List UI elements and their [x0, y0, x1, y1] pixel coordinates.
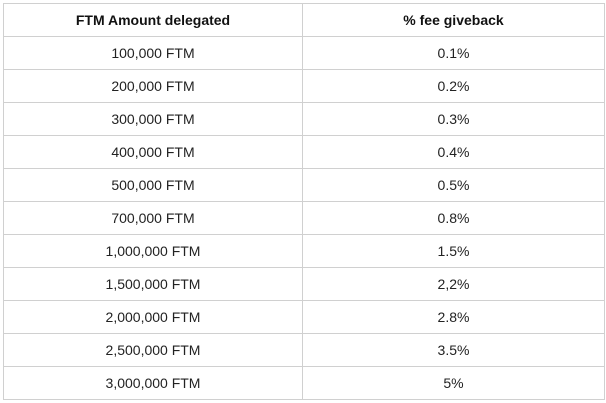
table-row: 300,000 FTM 0.3%	[3, 102, 605, 136]
fee-cell: 5%	[302, 366, 605, 400]
amount-cell: 400,000 FTM	[3, 135, 303, 169]
header-ftm-amount: FTM Amount delegated	[3, 3, 303, 37]
fee-cell: 2,2%	[302, 267, 605, 301]
table-row: 700,000 FTM 0.8%	[3, 201, 605, 235]
amount-cell: 1,500,000 FTM	[3, 267, 303, 301]
amount-cell: 300,000 FTM	[3, 102, 303, 136]
table-row: 500,000 FTM 0.5%	[3, 168, 605, 202]
table-row: 400,000 FTM 0.4%	[3, 135, 605, 169]
table-row: 100,000 FTM 0.1%	[3, 36, 605, 70]
table-row: 1,000,000 FTM 1.5%	[3, 234, 605, 268]
fee-cell: 0.4%	[302, 135, 605, 169]
fee-cell: 0.1%	[302, 36, 605, 70]
fee-cell: 0.2%	[302, 69, 605, 103]
fee-cell: 0.5%	[302, 168, 605, 202]
table-row: 2,000,000 FTM 2.8%	[3, 300, 605, 334]
table-row: 200,000 FTM 0.2%	[3, 69, 605, 103]
header-fee-giveback: % fee giveback	[302, 3, 605, 37]
amount-cell: 1,000,000 FTM	[3, 234, 303, 268]
amount-cell: 3,000,000 FTM	[3, 366, 303, 400]
fee-cell: 2.8%	[302, 300, 605, 334]
amount-cell: 200,000 FTM	[3, 69, 303, 103]
fee-giveback-table: FTM Amount delegated % fee giveback 100,…	[3, 3, 605, 400]
fee-cell: 3.5%	[302, 333, 605, 367]
amount-cell: 2,500,000 FTM	[3, 333, 303, 367]
fee-cell: 0.8%	[302, 201, 605, 235]
table-row: 3,000,000 FTM 5%	[3, 366, 605, 400]
amount-cell: 100,000 FTM	[3, 36, 303, 70]
table-header-row: FTM Amount delegated % fee giveback	[3, 3, 605, 37]
fee-cell: 0.3%	[302, 102, 605, 136]
amount-cell: 700,000 FTM	[3, 201, 303, 235]
amount-cell: 500,000 FTM	[3, 168, 303, 202]
amount-cell: 2,000,000 FTM	[3, 300, 303, 334]
fee-cell: 1.5%	[302, 234, 605, 268]
table-row: 2,500,000 FTM 3.5%	[3, 333, 605, 367]
table-row: 1,500,000 FTM 2,2%	[3, 267, 605, 301]
